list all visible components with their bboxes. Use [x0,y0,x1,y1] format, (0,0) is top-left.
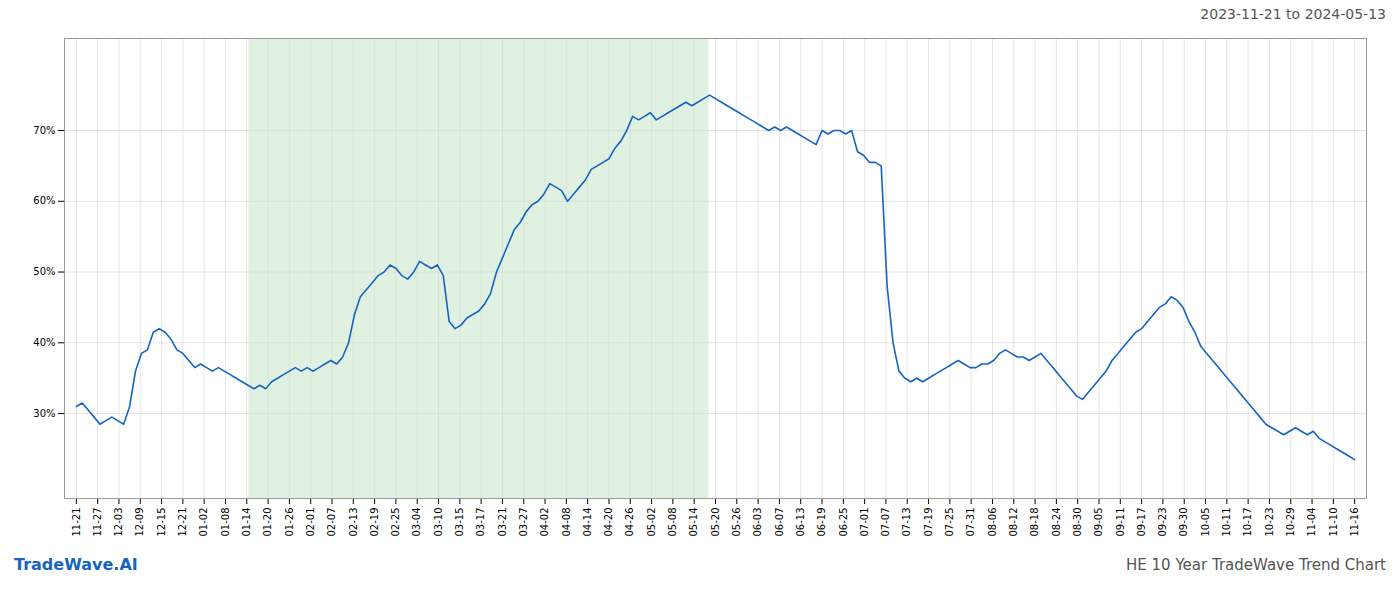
svg-text:06-25: 06-25 [838,508,849,537]
svg-text:01-26: 01-26 [284,508,295,537]
svg-text:11-16: 11-16 [1349,508,1360,537]
svg-text:06-19: 06-19 [816,508,827,537]
svg-text:05-20: 05-20 [710,508,721,537]
svg-text:04-14: 04-14 [582,508,593,537]
svg-text:03-10: 03-10 [433,508,444,537]
svg-text:10-05: 10-05 [1200,508,1211,537]
svg-text:11-27: 11-27 [92,508,103,537]
svg-text:08-30: 08-30 [1072,508,1083,537]
svg-text:02-13: 02-13 [348,508,359,537]
svg-text:01-14: 01-14 [241,508,252,537]
svg-text:05-14: 05-14 [688,508,699,537]
svg-text:08-12: 08-12 [1008,508,1019,537]
svg-text:08-18: 08-18 [1029,508,1040,537]
svg-text:07-01: 07-01 [859,508,870,537]
svg-text:01-02: 01-02 [198,508,209,537]
svg-text:09-23: 09-23 [1157,508,1168,537]
svg-text:07-13: 07-13 [901,508,912,537]
svg-text:11-10: 11-10 [1328,508,1339,537]
svg-text:03-04: 03-04 [411,508,422,537]
svg-text:60%: 60% [33,195,55,206]
svg-text:04-20: 04-20 [603,508,614,537]
svg-text:02-01: 02-01 [305,508,316,537]
svg-text:03-27: 03-27 [518,508,529,537]
html-text:2023-11-21 to 2024-05-13: 2023-11-21 to 2024-05-13 [1200,6,1386,22]
svg-text:01-08: 01-08 [220,508,231,537]
svg-text:10-11: 10-11 [1221,508,1232,537]
svg-text:12-15: 12-15 [156,508,167,537]
svg-text:01-20: 01-20 [262,508,273,537]
svg-text:03-17: 03-17 [475,508,486,537]
svg-text:06-03: 06-03 [752,508,763,537]
svg-text:02-07: 02-07 [326,508,337,537]
svg-text:08-06: 08-06 [987,508,998,537]
svg-text:03-15: 03-15 [454,508,465,537]
svg-text:09-05: 09-05 [1093,508,1104,537]
svg-text:04-02: 04-02 [539,508,550,537]
svg-text:05-08: 05-08 [667,508,678,537]
svg-text:40%: 40% [33,337,55,348]
svg-text:09-11: 09-11 [1115,508,1126,537]
svg-text:11-04: 11-04 [1306,508,1317,537]
svg-text:11-21: 11-21 [71,508,82,537]
svg-text:10-29: 10-29 [1285,508,1296,537]
html-text:HE 10 Year TradeWave Trend Cha: HE 10 Year TradeWave Trend Chart [1126,556,1386,574]
svg-text:12-09: 12-09 [134,508,145,537]
svg-text:09-17: 09-17 [1136,508,1147,537]
svg-text:07-07: 07-07 [880,508,891,537]
svg-text:50%: 50% [33,266,55,277]
svg-text:07-25: 07-25 [944,508,955,537]
svg-text:07-19: 07-19 [923,508,934,537]
svg-text:12-21: 12-21 [177,508,188,537]
svg-text:07-31: 07-31 [965,508,976,537]
svg-text:10-23: 10-23 [1264,508,1275,537]
svg-text:02-19: 02-19 [369,508,380,537]
svg-text:05-26: 05-26 [731,508,742,537]
svg-text:04-08: 04-08 [561,508,572,537]
svg-text:08-24: 08-24 [1051,508,1062,537]
svg-text:04-26: 04-26 [624,508,635,537]
svg-text:10-17: 10-17 [1242,508,1253,537]
svg-text:06-13: 06-13 [795,508,806,537]
svg-text:12-03: 12-03 [113,508,124,537]
svg-text:05-02: 05-02 [646,508,657,537]
svg-text:02-25: 02-25 [390,508,401,537]
svg-text:70%: 70% [33,125,55,136]
svg-text:06-07: 06-07 [774,508,785,537]
svg-text:03-21: 03-21 [497,508,508,537]
html-text:TradeWave.AI: TradeWave.AI [14,555,138,574]
svg-text:30%: 30% [33,408,55,419]
svg-text:09-30: 09-30 [1178,508,1189,537]
